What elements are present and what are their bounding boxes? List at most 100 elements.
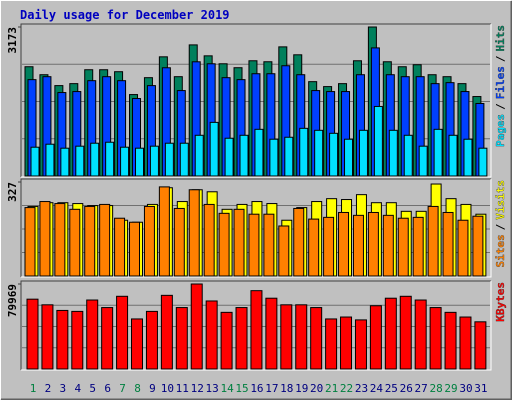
panel-bevel-light (21, 281, 492, 371)
bar (86, 299, 99, 370)
bar (173, 207, 185, 277)
bar (54, 203, 66, 277)
x-tick-label: 7 (119, 382, 126, 395)
bar (367, 211, 379, 277)
bar (397, 217, 409, 277)
bar (248, 213, 260, 277)
x-tick-label: 19 (295, 382, 308, 395)
bar (203, 203, 215, 277)
x-tick-label: 21 (325, 382, 338, 395)
bar (427, 205, 439, 277)
bar (414, 299, 427, 370)
bar (284, 136, 294, 177)
bar (412, 216, 424, 277)
x-tick-label: 6 (104, 382, 111, 395)
x-tick-label: 8 (134, 382, 141, 395)
x-tick-label: 22 (340, 382, 353, 395)
x-tick-label: 27 (415, 382, 428, 395)
x-tick-label: 12 (191, 382, 204, 395)
bar (135, 147, 145, 177)
legend-label: Hits (494, 25, 507, 52)
bar (129, 221, 141, 277)
bar (478, 147, 488, 177)
bar (340, 316, 353, 370)
bar (205, 300, 218, 370)
bar (354, 319, 367, 370)
bar (45, 143, 55, 177)
bar (384, 297, 397, 370)
bar (299, 127, 309, 177)
bar (472, 215, 484, 277)
bar (60, 147, 70, 177)
bar (278, 225, 290, 277)
bar (99, 203, 111, 277)
bar (369, 305, 382, 370)
x-tick-label: 29 (444, 382, 457, 395)
bar (101, 307, 114, 370)
x-tick-label: 15 (235, 382, 248, 395)
bar (30, 146, 40, 177)
bar (194, 134, 204, 177)
legend-label: Pages (494, 114, 507, 147)
chart-title: Daily usage for December 2019 (20, 8, 230, 22)
bar (403, 134, 413, 177)
x-tick-label: 30 (459, 382, 472, 395)
panel-bevel-dark (20, 178, 491, 277)
bar (280, 304, 293, 370)
bar (131, 318, 144, 370)
bar (293, 207, 305, 277)
bar (224, 137, 234, 177)
x-tick-label: 28 (429, 382, 442, 395)
bar (235, 307, 248, 370)
bar (71, 310, 84, 370)
bar (448, 134, 458, 177)
legend-label: Files (494, 66, 507, 99)
bar (329, 132, 339, 177)
bar (188, 189, 200, 277)
bar (145, 310, 158, 370)
bar (344, 138, 354, 177)
x-tick-label: 31 (474, 382, 487, 395)
bar (254, 128, 264, 177)
bar (338, 211, 350, 277)
bar (399, 295, 412, 370)
panel-bevel-dark (20, 23, 491, 177)
bar (314, 129, 324, 177)
bar (158, 186, 170, 277)
bar (114, 217, 126, 277)
x-tick-label: 18 (280, 382, 293, 395)
bar (218, 212, 230, 277)
x-tick-label: 1 (30, 382, 37, 395)
x-tick-label: 20 (310, 382, 323, 395)
x-tick-label: 5 (89, 382, 96, 395)
legend-separator: / (494, 55, 507, 62)
bar (84, 205, 96, 277)
bar (90, 142, 100, 177)
bar (116, 295, 129, 370)
x-tick-label: 23 (355, 382, 368, 395)
x-tick-label: 25 (385, 382, 398, 395)
bar (358, 129, 368, 177)
bar (143, 205, 155, 277)
bar (265, 297, 278, 370)
bar (75, 145, 85, 177)
bar (433, 128, 443, 177)
x-tick-label: 16 (250, 382, 263, 395)
bar (164, 142, 174, 177)
x-tick-label: 9 (149, 382, 156, 395)
bar (388, 129, 398, 177)
bar (179, 142, 189, 177)
x-tick-label: 2 (45, 382, 52, 395)
bar (325, 318, 338, 370)
panel-bevel-dark (20, 280, 491, 370)
x-tick-label: 24 (370, 382, 384, 395)
x-tick-label: 11 (176, 382, 189, 395)
x-tick-label: 26 (400, 382, 413, 395)
x-tick-label: 4 (74, 382, 81, 395)
bar (444, 311, 457, 370)
x-tick-label: 17 (265, 382, 278, 395)
y-tick-label: 327 (6, 182, 19, 202)
x-tick-label: 3 (60, 382, 67, 395)
